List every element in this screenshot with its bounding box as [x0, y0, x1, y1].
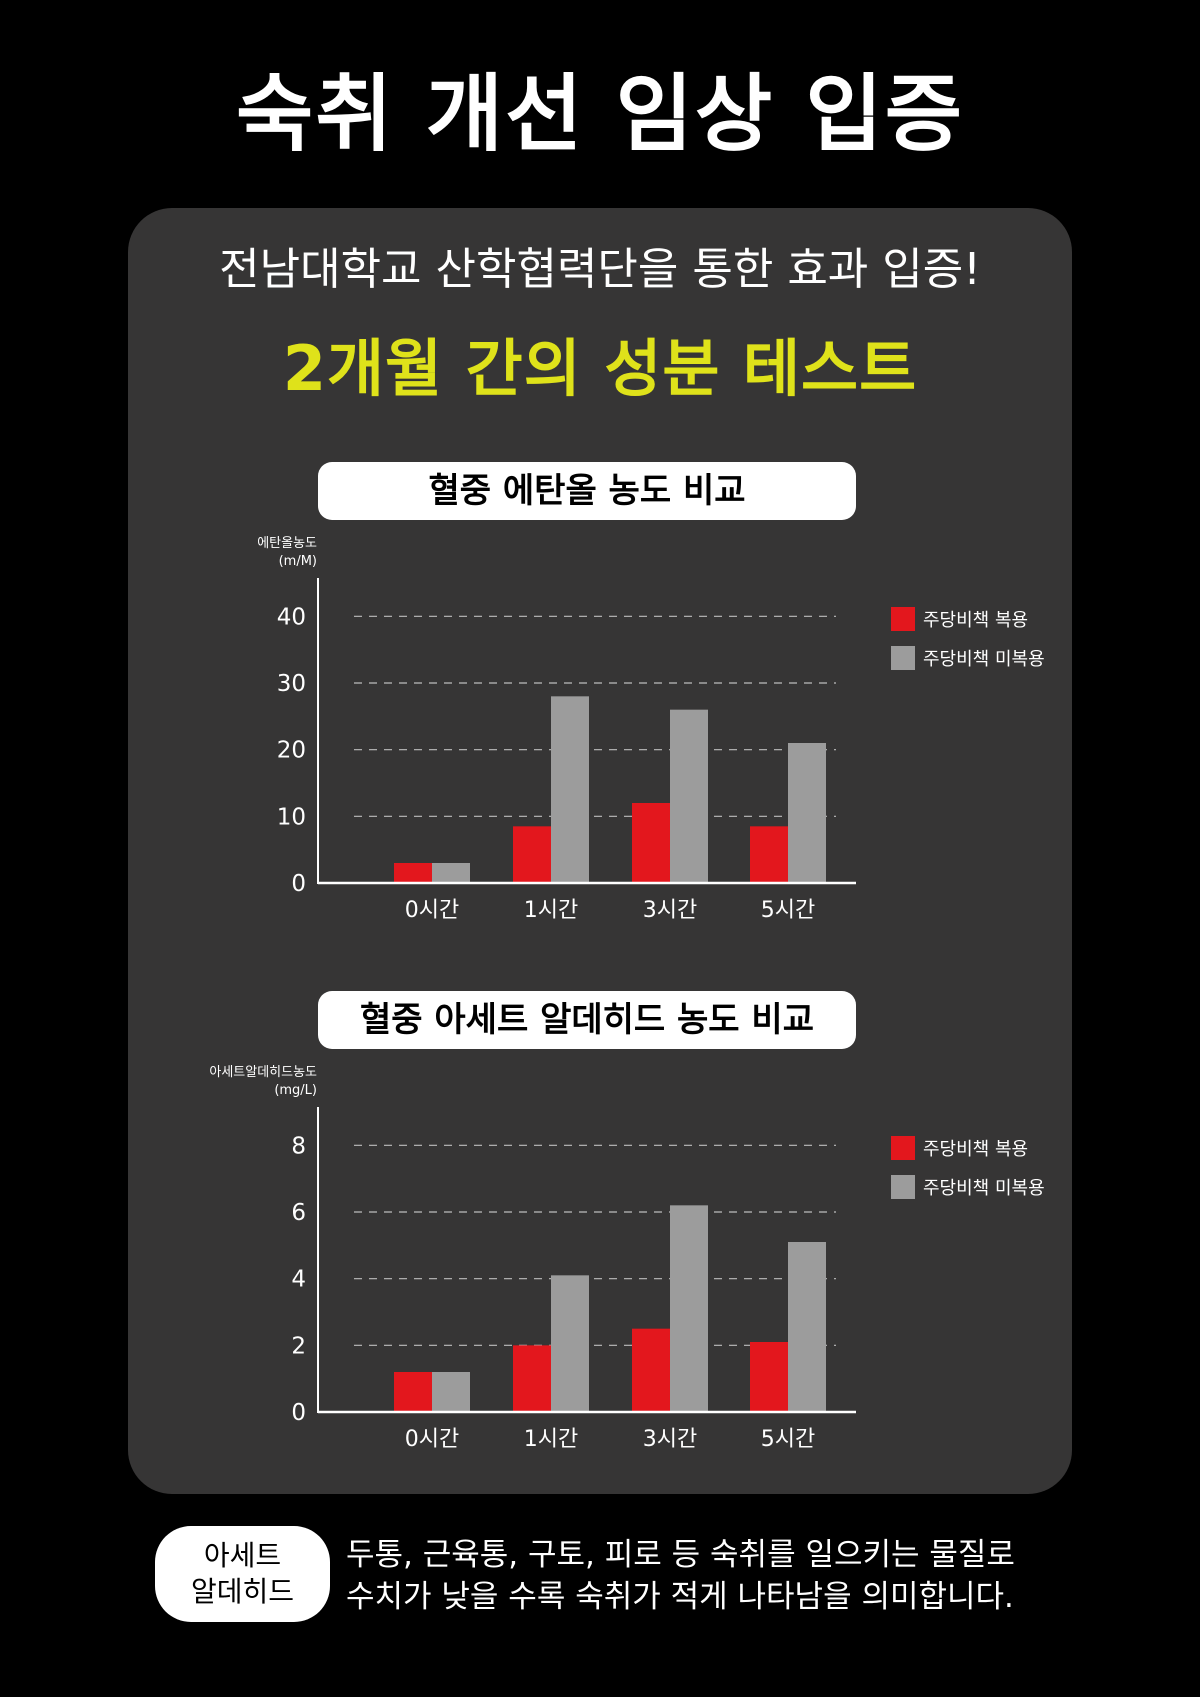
info-panel	[128, 208, 1072, 1494]
legend-label-1: 주당비책 미복용	[923, 649, 1045, 670]
acetaldehyde-chart: 아세트알데히드농도 (mg/L) 0 2 4 6 8 0시간 1시간 3시간 5시간 주당비책 복용주…	[209, 1065, 1045, 1452]
y-tick-label: 0	[291, 871, 306, 897]
x-tick-label: 5시간	[761, 898, 815, 923]
y-tick-label: 20	[277, 738, 306, 764]
bar-not-taking-3	[788, 743, 826, 883]
legend-swatch-1	[891, 646, 915, 670]
bar-not-taking-1	[551, 1275, 589, 1412]
bar-taking-1	[513, 1345, 551, 1412]
chart-title-acetaldehyde: 혈중 아세트 알데히드 농도 비교	[318, 991, 856, 1049]
page-title: 숙취 개선 임상 입증	[236, 65, 964, 163]
bar-not-taking-0	[432, 863, 470, 883]
footnote-line-1: 두통, 근육통, 구토, 피로 등 숙취를 일으키는 물질로	[346, 1537, 1015, 1573]
x-tick-label: 5시간	[761, 1427, 815, 1452]
headline: 2개월 간의 성분 테스트	[282, 332, 918, 405]
y-tick-label: 40	[277, 604, 306, 630]
y-tick-label: 4	[291, 1267, 306, 1293]
footnote-line-2: 수치가 낮을 수록 숙취가 적게 나타남을 의미합니다.	[346, 1579, 1014, 1615]
bar-taking-0	[394, 1372, 432, 1412]
y-tick-label: 2	[291, 1333, 306, 1359]
x-tick-label: 1시간	[524, 1427, 578, 1452]
legend-swatch-0	[891, 607, 915, 631]
bar-taking-3	[750, 1342, 788, 1412]
legend-label-0: 주당비책 복용	[923, 1139, 1028, 1160]
bar-taking-1	[513, 826, 551, 883]
legend-swatch-1	[891, 1175, 915, 1199]
bar-taking-3	[750, 826, 788, 883]
legend-label-0: 주당비책 복용	[923, 610, 1028, 631]
badge-line-1: 아세트	[203, 1539, 282, 1572]
x-tick-label: 3시간	[643, 898, 697, 923]
footnote-text: 두통, 근육통, 구토, 피로 등 숙취를 일으키는 물질로 수치가 낮을 수록…	[346, 1534, 1015, 1618]
bar-not-taking-0	[432, 1372, 470, 1412]
y-axis-label: 에탄올농도	[257, 536, 317, 551]
bar-taking-2	[632, 1328, 670, 1412]
chart-title-ethanol: 혈중 에탄올 농도 비교	[318, 462, 856, 520]
x-tick-label: 0시간	[405, 898, 459, 923]
y-tick-label: 10	[277, 804, 306, 830]
bar-taking-2	[632, 803, 670, 883]
y-tick-label: 30	[277, 671, 306, 697]
y-axis-unit: (mg/L)	[274, 1083, 317, 1098]
acetaldehyde-badge: 아세트 알데히드	[155, 1526, 330, 1622]
bar-not-taking-2	[670, 1205, 708, 1412]
bar-taking-0	[394, 863, 432, 883]
y-tick-label: 6	[291, 1200, 306, 1226]
subtitle: 전남대학교 산학협력단을 통한 효과 입증!	[219, 244, 981, 295]
legend-swatch-0	[891, 1136, 915, 1160]
y-axis-label: 아세트알데히드농도	[209, 1065, 317, 1080]
y-axis-unit: (m/M)	[279, 554, 317, 569]
bar-not-taking-2	[670, 709, 708, 883]
bar-not-taking-3	[788, 1242, 826, 1412]
x-tick-label: 0시간	[405, 1427, 459, 1452]
x-tick-label: 1시간	[524, 898, 578, 923]
badge-line-2: 알데히드	[190, 1575, 295, 1608]
legend-label-1: 주당비책 미복용	[923, 1178, 1045, 1199]
y-tick-label: 0	[291, 1400, 306, 1426]
ethanol-chart: 에탄올농도 (m/M) 0 10 20 30 40 0시간 1시간 3시간 5시간 주당비책 복용주당…	[257, 536, 1045, 923]
y-tick-label: 8	[291, 1133, 306, 1159]
bar-not-taking-1	[551, 696, 589, 883]
x-tick-label: 3시간	[643, 1427, 697, 1452]
